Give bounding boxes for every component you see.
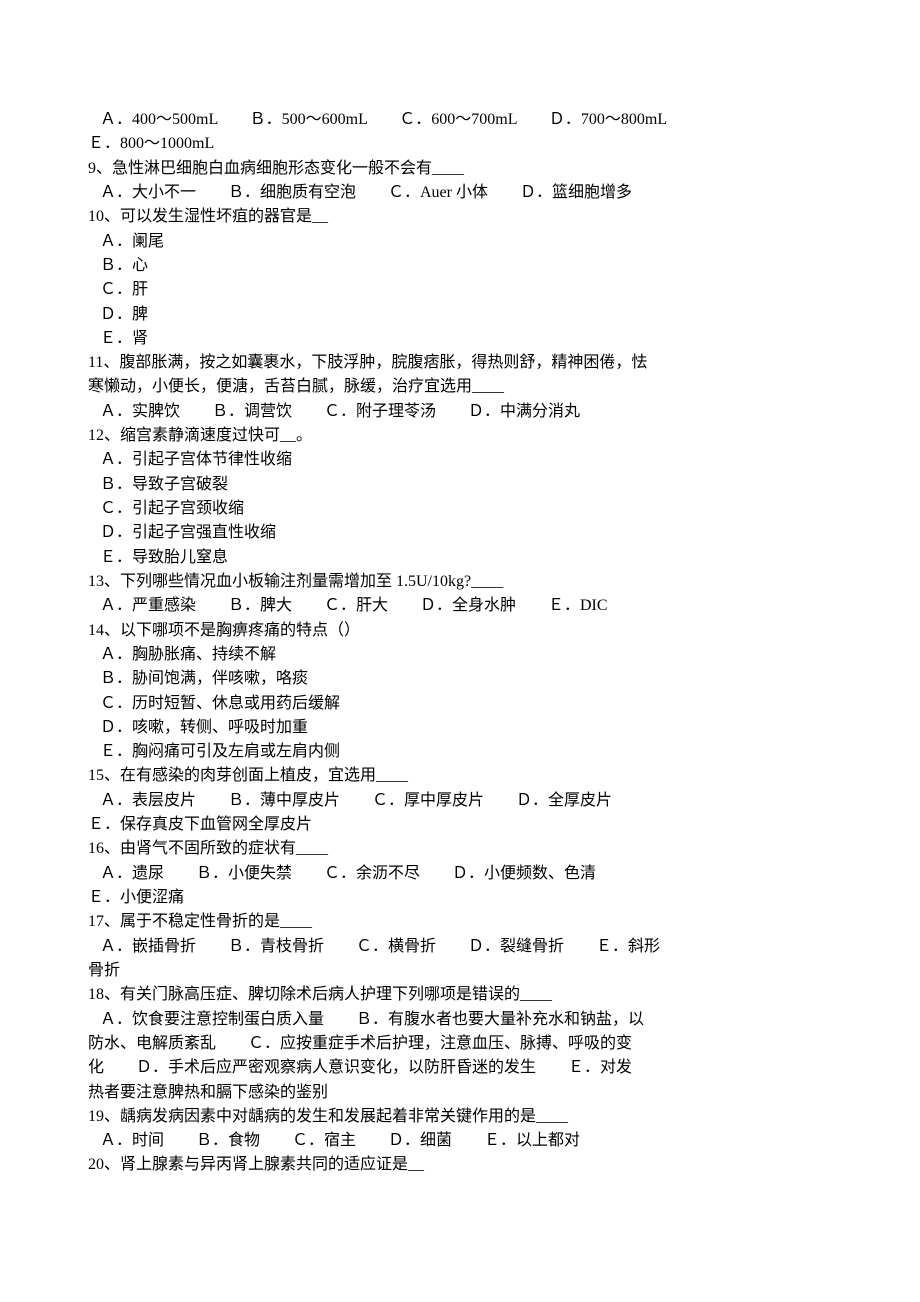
q12-stem: 12、缩宫素静滴速度过快可__。 (88, 424, 832, 448)
q16-options-line2: Ｅ．小便涩痛 (88, 886, 832, 910)
q18-options-line1: Ａ．饮食要注意控制蛋白质入量 Ｂ．有腹水者也要大量补充水和钠盐，以 (88, 1008, 832, 1032)
q14-option-e: Ｅ．胸闷痛可引及左肩或左肩内侧 (88, 740, 832, 764)
q10-option-c: Ｃ．肝 (88, 278, 832, 302)
q9-options: Ａ．大小不一 Ｂ．细胞质有空泡 Ｃ．Auer 小体 Ｄ．篮细胞增多 (88, 181, 832, 205)
q11-stem-line1: 11、腹部胀满，按之如囊裹水，下肢浮肿，脘腹痞胀，得热则舒，精神困倦，怯 (88, 351, 832, 375)
q15-stem: 15、在有感染的肉芽创面上植皮，宜选用____ (88, 764, 832, 788)
q9-stem: 9、急性淋巴细胞白血病细胞形态变化一般不会有____ (88, 157, 832, 181)
q18-options-line4: 热者要注意脾热和膈下感染的鉴别 (88, 1081, 832, 1105)
q13-stem: 13、下列哪些情况血小板输注剂量需增加至 1.5U/10kg?____ (88, 570, 832, 594)
q19-stem: 19、龋病发病因素中对龋病的发生和发展起着非常关键作用的是____ (88, 1105, 832, 1129)
q10-option-d: Ｄ．脾 (88, 303, 832, 327)
q17-options-line2: 骨折 (88, 959, 832, 983)
q12-option-b: Ｂ．导致子宫破裂 (88, 473, 832, 497)
q18-options-line2: 防水、电解质紊乱 Ｃ．应按重症手术后护理，注意血压、脉搏、呼吸的变 (88, 1032, 832, 1056)
q8-options-line1: Ａ．400～500mL Ｂ．500～600mL Ｃ．600～700mL Ｄ．70… (88, 108, 832, 132)
q19-options: Ａ．时间 Ｂ．食物 Ｃ．宿主 Ｄ．细菌 Ｅ．以上都对 (88, 1129, 832, 1153)
q12-option-c: Ｃ．引起子宫颈收缩 (88, 497, 832, 521)
q8-options-line2: Ｅ．800～1000mL (88, 132, 832, 156)
q11-stem-line2: 寒懒动，小便长，便溏，舌苔白腻，脉缓，治疗宜选用____ (88, 375, 832, 399)
q10-stem: 10、可以发生湿性坏疽的器官是__ (88, 205, 832, 229)
q15-options-line2: Ｅ．保存真皮下血管网全厚皮片 (88, 813, 832, 837)
q12-option-a: Ａ．引起子宫体节律性收缩 (88, 448, 832, 472)
q14-option-a: Ａ．胸胁胀痛、持续不解 (88, 643, 832, 667)
q20-stem: 20、肾上腺素与异丙肾上腺素共同的适应证是__ (88, 1153, 832, 1177)
q10-option-a: Ａ．阑尾 (88, 230, 832, 254)
q18-stem: 18、有关门脉高压症、脾切除术后病人护理下列哪项是错误的____ (88, 983, 832, 1007)
q17-options-line1: Ａ．嵌插骨折 Ｂ．青枝骨折 Ｃ．横骨折 Ｄ．裂缝骨折 Ｅ．斜形 (88, 935, 832, 959)
q14-option-c: Ｃ．历时短暂、休息或用药后缓解 (88, 692, 832, 716)
q10-option-e: Ｅ．肾 (88, 327, 832, 351)
q10-option-b: Ｂ．心 (88, 254, 832, 278)
q16-stem: 16、由肾气不固所致的症状有____ (88, 837, 832, 861)
q14-option-d: Ｄ．咳嗽，转侧、呼吸时加重 (88, 716, 832, 740)
q12-option-e: Ｅ．导致胎儿窒息 (88, 546, 832, 570)
q11-options: Ａ．实脾饮 Ｂ．调营饮 Ｃ．附子理苓汤 Ｄ．中满分消丸 (88, 400, 832, 424)
q18-options-line3: 化 Ｄ．手术后应严密观察病人意识变化，以防肝昏迷的发生 Ｅ．对发 (88, 1056, 832, 1080)
q14-stem: 14、以下哪项不是胸痹疼痛的特点（） (88, 619, 832, 643)
exam-page: Ａ．400～500mL Ｂ．500～600mL Ｃ．600～700mL Ｄ．70… (0, 0, 920, 1238)
q14-option-b: Ｂ．胁间饱满，伴咳嗽，咯痰 (88, 667, 832, 691)
q13-options: Ａ．严重感染 Ｂ．脾大 Ｃ．肝大 Ｄ．全身水肿 Ｅ．DIC (88, 594, 832, 618)
q17-stem: 17、属于不稳定性骨折的是____ (88, 910, 832, 934)
q15-options-line1: Ａ．表层皮片 Ｂ．薄中厚皮片 Ｃ．厚中厚皮片 Ｄ．全厚皮片 (88, 789, 832, 813)
q16-options-line1: Ａ．遗尿 Ｂ．小便失禁 Ｃ．余沥不尽 Ｄ．小便频数、色清 (88, 862, 832, 886)
q12-option-d: Ｄ．引起子宫强直性收缩 (88, 521, 832, 545)
